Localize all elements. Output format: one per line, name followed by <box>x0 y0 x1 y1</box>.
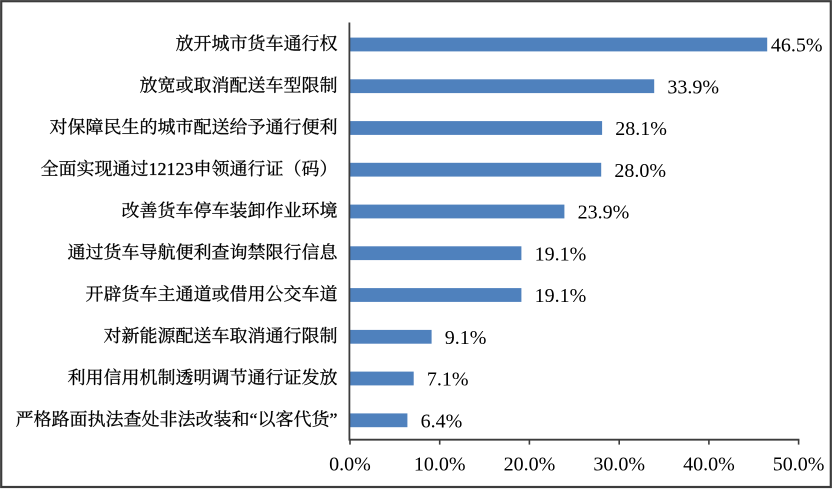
svg-text:19.1%: 19.1% <box>535 285 587 307</box>
svg-text:30.0%: 30.0% <box>593 454 645 476</box>
svg-text:46.5%: 46.5% <box>771 35 823 57</box>
svg-text:50.0%: 50.0% <box>773 454 825 476</box>
svg-text:28.1%: 28.1% <box>615 118 667 140</box>
svg-text:40.0%: 40.0% <box>683 454 735 476</box>
svg-text:33.9%: 33.9% <box>667 76 719 98</box>
svg-text:20.0%: 20.0% <box>504 454 556 476</box>
svg-text:7.1%: 7.1% <box>427 369 469 391</box>
svg-text:23.9%: 23.9% <box>578 202 630 224</box>
svg-text:6.4%: 6.4% <box>421 410 463 432</box>
svg-text:9.1%: 9.1% <box>445 327 487 349</box>
svg-text:0.0%: 0.0% <box>329 454 371 476</box>
svg-text:10.0%: 10.0% <box>414 454 466 476</box>
svg-text:28.0%: 28.0% <box>614 160 666 182</box>
svg-text:19.1%: 19.1% <box>535 243 587 265</box>
